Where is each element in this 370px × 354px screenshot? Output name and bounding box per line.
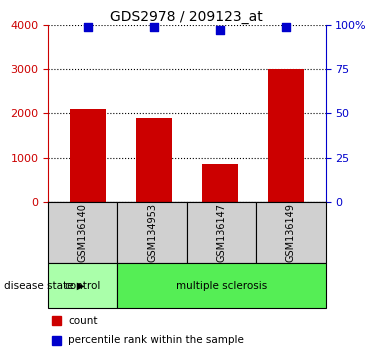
Text: percentile rank within the sample: percentile rank within the sample bbox=[68, 335, 244, 345]
Bar bbox=[136, 118, 172, 202]
Bar bbox=[268, 69, 304, 202]
Text: control: control bbox=[65, 281, 101, 291]
Text: count: count bbox=[68, 316, 98, 326]
Text: disease state ▶: disease state ▶ bbox=[4, 281, 84, 291]
Text: GSM136140: GSM136140 bbox=[78, 203, 88, 262]
Point bbox=[151, 24, 157, 29]
Point bbox=[85, 24, 91, 29]
Bar bbox=[70, 109, 106, 202]
Point bbox=[283, 24, 289, 29]
Text: GSM136147: GSM136147 bbox=[216, 203, 226, 262]
Title: GDS2978 / 209123_at: GDS2978 / 209123_at bbox=[111, 10, 263, 24]
Point bbox=[217, 27, 223, 33]
Text: GSM136149: GSM136149 bbox=[286, 203, 296, 262]
Text: GSM134953: GSM134953 bbox=[147, 203, 157, 262]
Bar bbox=[202, 164, 238, 202]
Text: multiple sclerosis: multiple sclerosis bbox=[176, 281, 267, 291]
